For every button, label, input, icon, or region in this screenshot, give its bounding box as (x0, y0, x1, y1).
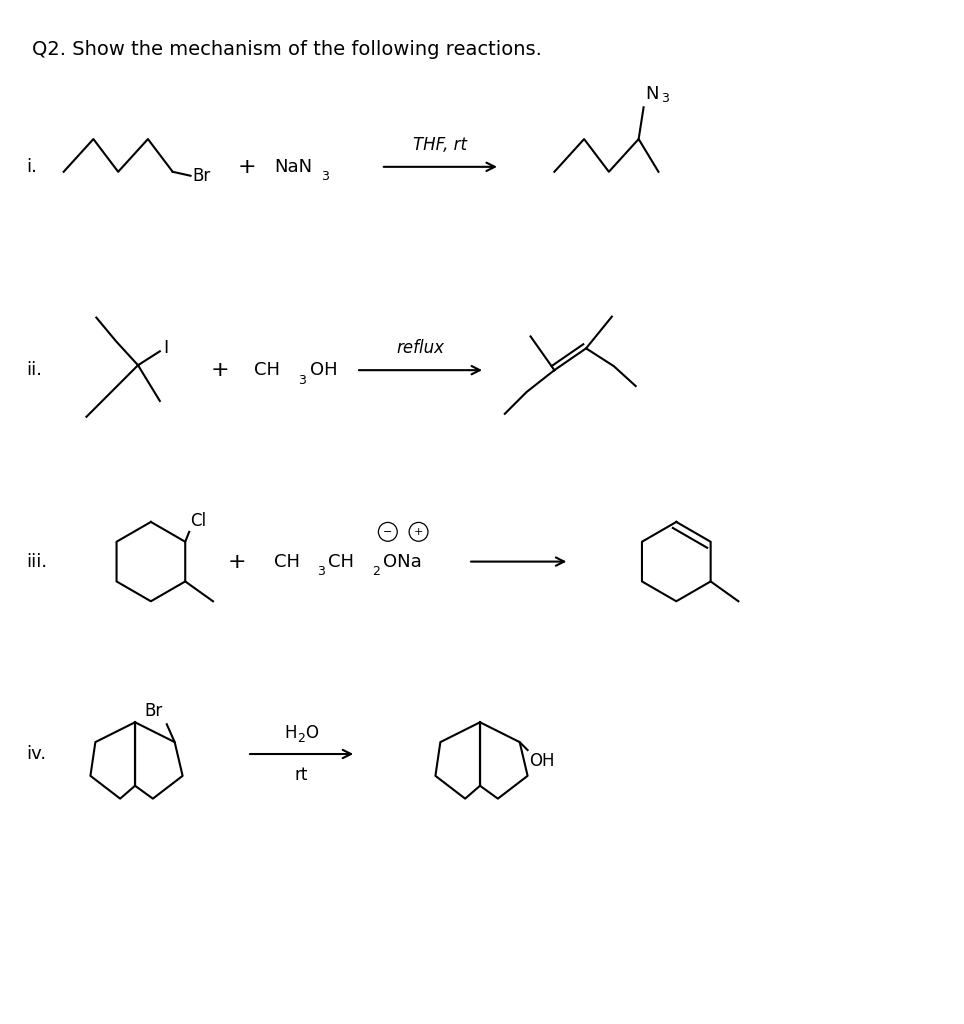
Text: OH: OH (309, 361, 337, 379)
Text: −: − (383, 526, 392, 537)
Text: O: O (306, 724, 318, 742)
Text: rt: rt (295, 766, 308, 784)
Text: I: I (163, 339, 168, 357)
Text: NaN: NaN (274, 158, 312, 176)
Text: 3: 3 (321, 170, 330, 183)
Text: reflux: reflux (396, 339, 444, 357)
Text: +: + (414, 526, 423, 537)
Text: CH: CH (329, 553, 355, 570)
Text: H: H (284, 724, 297, 742)
Text: +: + (211, 360, 229, 380)
Text: 2: 2 (372, 565, 380, 578)
Text: 3: 3 (661, 92, 669, 105)
Text: iii.: iii. (26, 553, 47, 570)
Text: 2: 2 (298, 732, 306, 745)
Text: 3: 3 (298, 374, 306, 387)
Text: Br: Br (145, 702, 163, 720)
Text: ii.: ii. (26, 361, 42, 379)
Text: +: + (228, 552, 247, 571)
Text: CH: CH (274, 553, 300, 570)
Text: +: + (238, 157, 256, 177)
Text: ONa: ONa (383, 553, 421, 570)
Text: N: N (646, 85, 659, 103)
Text: CH: CH (254, 361, 280, 379)
Text: Br: Br (193, 167, 211, 184)
Text: 3: 3 (317, 565, 325, 578)
Text: iv.: iv. (26, 745, 46, 763)
Text: OH: OH (529, 752, 555, 770)
Text: Cl: Cl (190, 512, 206, 529)
Text: i.: i. (26, 158, 37, 176)
Text: Q2. Show the mechanism of the following reactions.: Q2. Show the mechanism of the following … (32, 40, 542, 58)
Text: THF, rt: THF, rt (414, 136, 468, 154)
